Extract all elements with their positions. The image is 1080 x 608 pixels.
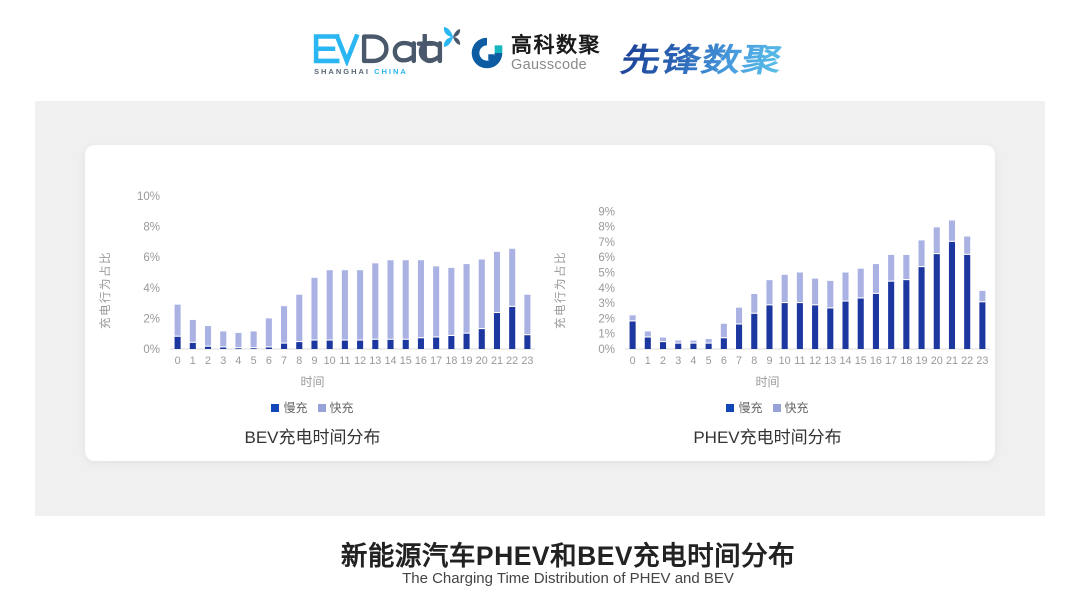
svg-text:14: 14: [840, 355, 852, 367]
svg-text:13: 13: [369, 355, 381, 367]
svg-text:17: 17: [885, 355, 897, 367]
svg-text:10: 10: [779, 355, 791, 367]
svg-text:15: 15: [855, 355, 867, 367]
svg-text:5: 5: [706, 355, 712, 367]
svg-text:21: 21: [946, 355, 958, 367]
svg-text:6%: 6%: [598, 252, 615, 264]
svg-text:7: 7: [281, 355, 287, 367]
svg-text:19: 19: [916, 355, 928, 367]
svg-text:15: 15: [400, 355, 412, 367]
svg-text:8%: 8%: [598, 222, 615, 234]
svg-text:16: 16: [415, 355, 427, 367]
svg-text:2%: 2%: [143, 313, 160, 325]
svg-text:3%: 3%: [598, 298, 615, 310]
svg-text:13: 13: [824, 355, 836, 367]
svg-text:1%: 1%: [598, 329, 615, 341]
svg-text:22: 22: [961, 355, 973, 367]
svg-text:2: 2: [660, 355, 666, 367]
svg-text:6: 6: [266, 355, 272, 367]
svg-text:9: 9: [311, 355, 317, 367]
svg-text:7: 7: [736, 355, 742, 367]
svg-text:10%: 10%: [137, 191, 160, 203]
svg-text:5: 5: [251, 355, 257, 367]
svg-text:11: 11: [794, 355, 805, 367]
svg-text:3: 3: [675, 355, 681, 367]
svg-text:2%: 2%: [598, 313, 615, 325]
svg-text:8: 8: [296, 355, 302, 367]
svg-text:6%: 6%: [143, 252, 160, 264]
svg-text:12: 12: [809, 355, 821, 367]
svg-text:21: 21: [491, 355, 503, 367]
svg-text:22: 22: [506, 355, 518, 367]
svg-text:4%: 4%: [143, 283, 160, 295]
svg-text:7%: 7%: [598, 237, 615, 249]
svg-text:16: 16: [870, 355, 882, 367]
svg-text:0: 0: [175, 355, 181, 367]
svg-text:12: 12: [354, 355, 366, 367]
svg-text:4: 4: [235, 355, 241, 367]
svg-text:0%: 0%: [143, 344, 160, 356]
svg-text:1: 1: [190, 355, 196, 367]
svg-text:17: 17: [430, 355, 442, 367]
svg-text:8%: 8%: [143, 222, 160, 234]
svg-text:20: 20: [931, 355, 943, 367]
svg-text:9%: 9%: [598, 206, 615, 218]
svg-text:5%: 5%: [598, 268, 615, 280]
svg-text:11: 11: [339, 355, 350, 367]
svg-text:23: 23: [976, 355, 988, 367]
svg-text:10: 10: [324, 355, 336, 367]
svg-text:1: 1: [645, 355, 651, 367]
svg-text:0%: 0%: [598, 344, 615, 356]
svg-text:4: 4: [690, 355, 696, 367]
svg-text:19: 19: [461, 355, 473, 367]
svg-text:8: 8: [751, 355, 757, 367]
svg-text:0: 0: [630, 355, 636, 367]
svg-text:4%: 4%: [598, 283, 615, 295]
svg-text:18: 18: [445, 355, 457, 367]
svg-text:14: 14: [385, 355, 397, 367]
svg-text:6: 6: [721, 355, 727, 367]
svg-text:20: 20: [476, 355, 488, 367]
svg-text:9: 9: [766, 355, 772, 367]
svg-text:2: 2: [205, 355, 211, 367]
svg-text:18: 18: [900, 355, 912, 367]
svg-text:23: 23: [521, 355, 533, 367]
svg-text:3: 3: [220, 355, 226, 367]
